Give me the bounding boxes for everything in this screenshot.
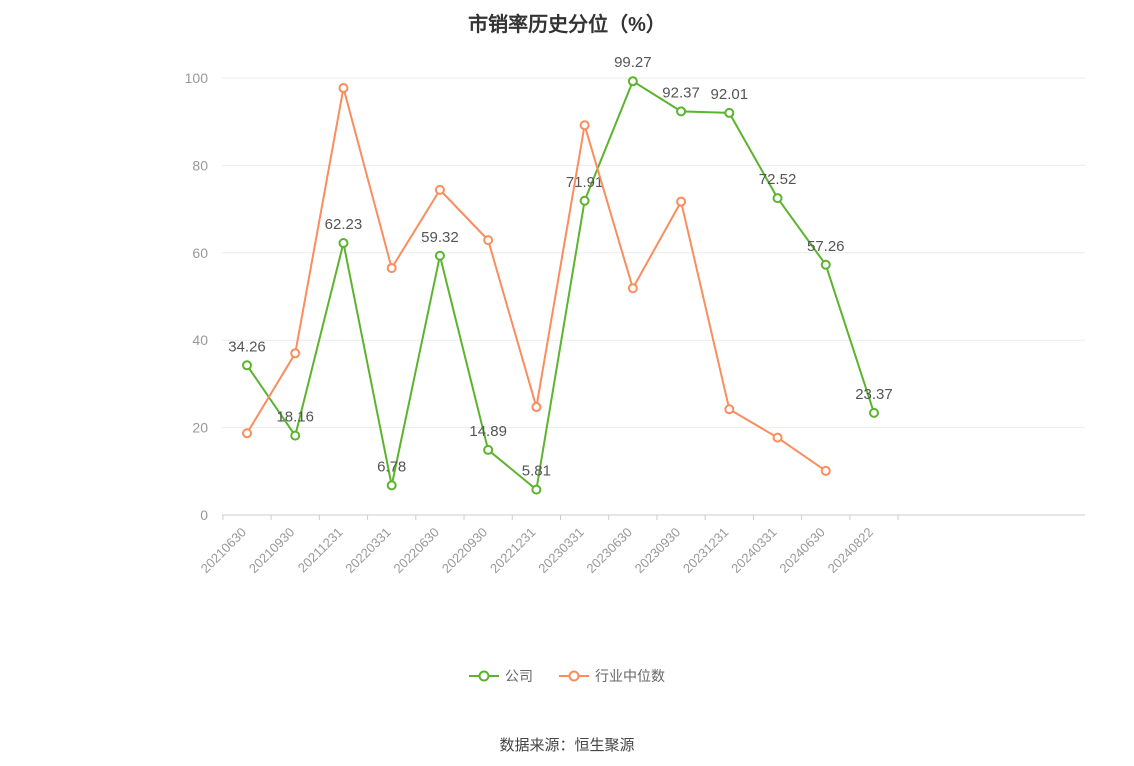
data-point-company[interactable]: [531, 484, 542, 495]
data-point-company[interactable]: [434, 250, 445, 261]
y-axis-label: 100: [185, 70, 209, 86]
data-point-company[interactable]: [242, 360, 252, 371]
series-company-line: [246, 80, 875, 491]
data-point-industry-median[interactable]: [290, 348, 301, 359]
data-label: 57.26: [807, 238, 845, 255]
chart-legend: 公司 行业中位数: [0, 666, 1134, 686]
y-axis-label: 80: [192, 157, 208, 173]
x-axis-label: 20230930: [632, 525, 684, 577]
data-label: 71.91: [566, 174, 604, 191]
data-point-company[interactable]: [772, 193, 783, 204]
data-point-industry-median[interactable]: [242, 428, 252, 439]
x-axis-label: 20230331: [535, 525, 587, 577]
data-label: 5.81: [522, 463, 551, 480]
data-point-company[interactable]: [386, 480, 397, 491]
data-point-company[interactable]: [338, 238, 349, 249]
legend-item-company[interactable]: 公司: [469, 666, 533, 686]
data-point-industry-median[interactable]: [724, 404, 735, 415]
x-axis-label: 20211231: [295, 525, 346, 576]
legend-label: 公司: [505, 668, 533, 684]
data-label: 99.27: [614, 54, 652, 71]
data-label: 6.78: [377, 458, 406, 475]
data-point-industry-median[interactable]: [386, 263, 397, 274]
y-axis-label: 40: [192, 332, 208, 348]
data-label: 62.23: [325, 216, 363, 233]
data-label: 18.16: [276, 409, 314, 426]
data-label: 92.01: [711, 86, 749, 103]
data-point-industry-median[interactable]: [820, 465, 831, 476]
data-point-industry-median[interactable]: [627, 283, 638, 294]
data-point-industry-median[interactable]: [338, 83, 349, 94]
chart-title: 市销率历史分位（%）: [468, 14, 666, 36]
y-axis-label: 20: [192, 420, 208, 436]
legend-line-marker-icon: [469, 670, 499, 682]
x-axis-label: 20240331: [728, 525, 780, 577]
x-axis-label: 20231231: [680, 525, 732, 577]
data-point-company[interactable]: [579, 195, 590, 206]
data-point-industry-median[interactable]: [579, 120, 590, 131]
data-point-company[interactable]: [483, 444, 494, 455]
x-axis-label: 20221231: [487, 525, 539, 577]
data-label: 14.89: [469, 423, 507, 440]
legend-item-industry-median[interactable]: 行业中位数: [559, 666, 665, 686]
data-label: 72.52: [759, 171, 797, 188]
x-axis-label: 20220331: [342, 525, 394, 577]
y-axis-label: 60: [192, 245, 208, 261]
y-axis-label: 0: [200, 507, 208, 523]
data-point-company[interactable]: [676, 106, 687, 117]
x-axis-label: 20240822: [825, 525, 877, 577]
x-axis-label: 20220930: [439, 525, 491, 577]
x-axis-label: 20230630: [583, 525, 635, 577]
data-source: 数据来源：恒生聚源: [499, 737, 635, 754]
data-label: 23.37: [855, 386, 893, 403]
data-point-company[interactable]: [868, 407, 879, 418]
data-point-company[interactable]: [724, 107, 735, 118]
data-point-industry-median[interactable]: [531, 402, 542, 413]
data-point-industry-median[interactable]: [676, 196, 687, 207]
data-label: 92.37: [662, 84, 700, 101]
data-label: 34.26: [228, 338, 266, 355]
x-axis-label: 20210930: [246, 525, 298, 577]
x-axis-label: 20220630: [391, 525, 443, 577]
x-axis-label: 20240630: [776, 525, 828, 577]
line-chart: 0204060801002021063020210930202112312022…: [185, 54, 1085, 577]
data-point-industry-median[interactable]: [434, 184, 445, 195]
data-point-industry-median[interactable]: [772, 432, 783, 443]
data-point-company[interactable]: [820, 259, 831, 270]
legend-label: 行业中位数: [595, 668, 665, 684]
x-axis-label: 20210630: [198, 525, 250, 577]
legend-line-marker-icon: [559, 670, 589, 682]
data-point-company[interactable]: [627, 76, 638, 87]
data-point-company[interactable]: [290, 430, 301, 441]
data-label: 59.32: [421, 229, 459, 246]
data-point-industry-median[interactable]: [483, 235, 494, 246]
